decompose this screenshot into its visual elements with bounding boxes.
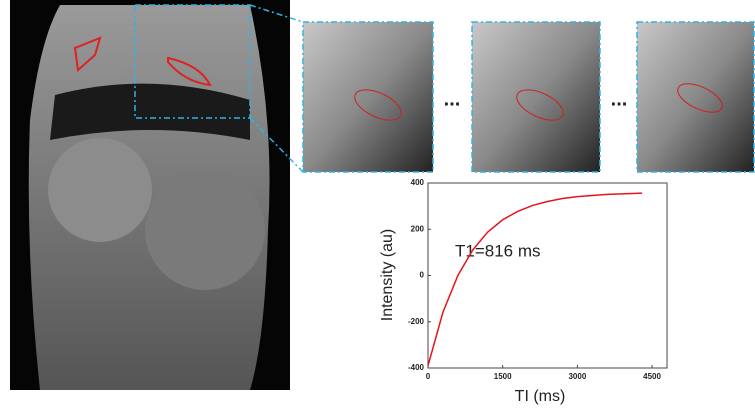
y-tick-label: 0 — [420, 271, 425, 280]
y-tick-label: 200 — [411, 224, 425, 233]
zoom-lines — [249, 4, 304, 173]
plot-frame — [427, 182, 668, 369]
separator: ... — [611, 88, 628, 110]
mri-main — [10, 0, 290, 390]
y-axis-label: Intensity (au) — [379, 229, 396, 321]
x-tick-label: 0 — [426, 372, 431, 381]
insets: ... ... — [302, 21, 755, 173]
separator: ... — [444, 88, 461, 110]
y-tick-label: -200 — [408, 317, 425, 326]
x-tick-label: 3000 — [568, 372, 586, 381]
y-tick-label: -400 — [408, 363, 425, 372]
x-axis-label: TI (ms) — [515, 388, 566, 405]
x-tick-label: 1500 — [494, 372, 512, 381]
data-line — [427, 192, 643, 366]
y-tick-label: 400 — [411, 178, 425, 187]
x-tick-label: 4500 — [643, 372, 661, 381]
